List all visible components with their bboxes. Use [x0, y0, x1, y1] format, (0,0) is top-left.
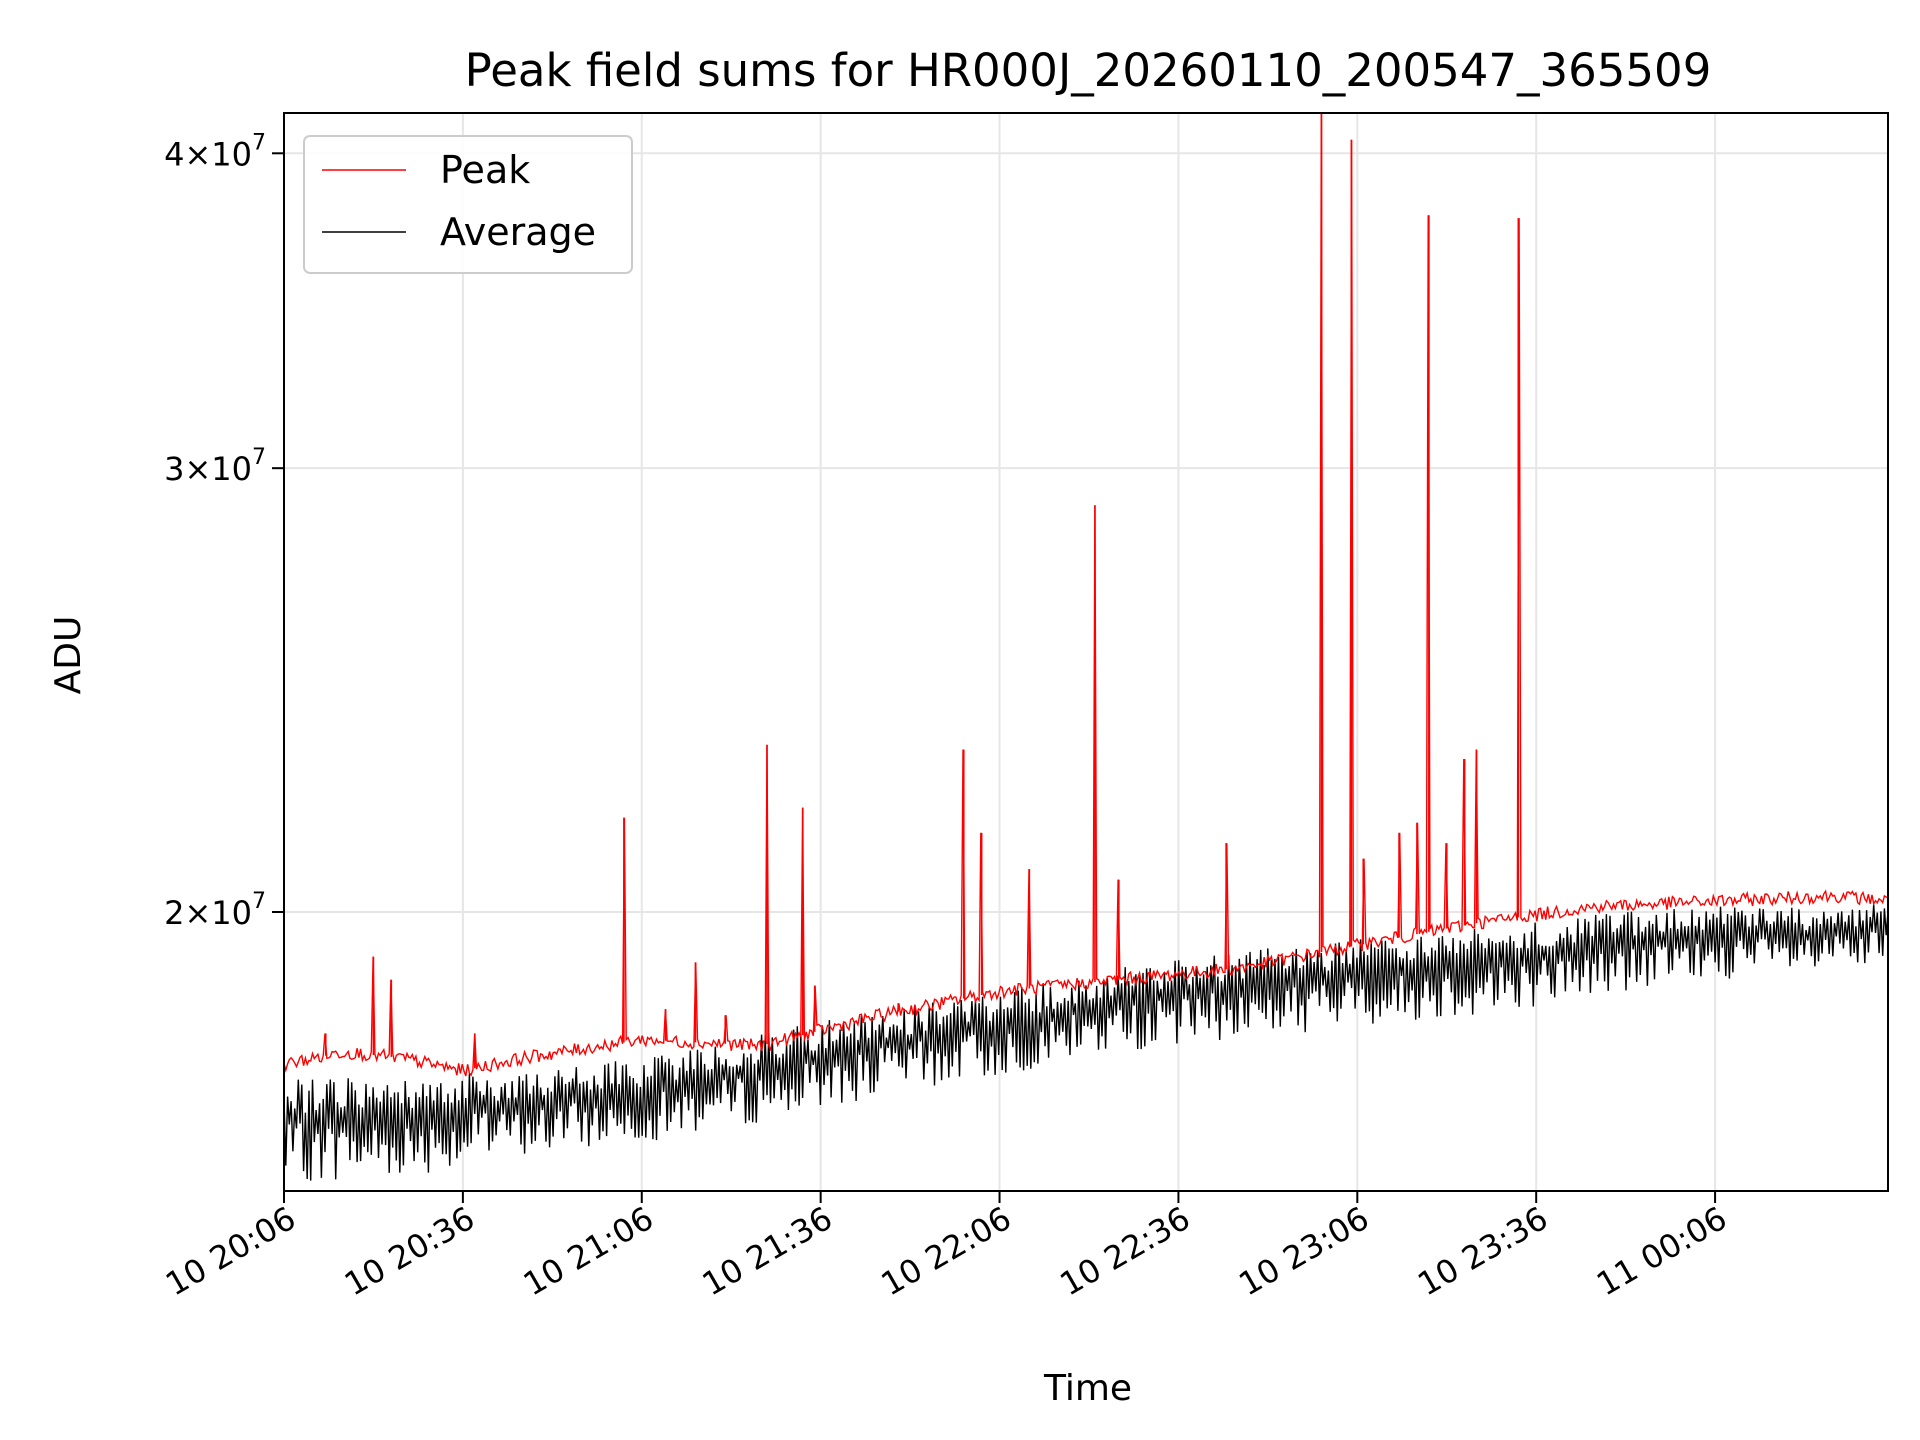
y-tick-label: 3×107 — [164, 445, 266, 488]
legend: Peak Average — [303, 135, 633, 274]
series-line-peak — [284, 113, 1888, 1077]
y-tick-label: 4×107 — [164, 130, 266, 173]
chart-title: Peak field sums for HR000J_20260110_2005… — [465, 44, 1712, 97]
x-axis-label: Time — [1043, 1368, 1132, 1409]
grid — [283, 113, 1888, 1191]
plot-area — [284, 113, 1888, 1181]
y-axis: 2×107 3×107 4×107 — [164, 130, 284, 932]
legend-label-peak: Peak — [440, 148, 530, 192]
plot-frame — [283, 112, 1889, 1192]
series-line-average — [284, 904, 1888, 1181]
y-axis-label: ADU — [48, 616, 89, 695]
y-tick-label: 2×107 — [164, 889, 266, 932]
legend-label-average: Average — [440, 210, 596, 254]
